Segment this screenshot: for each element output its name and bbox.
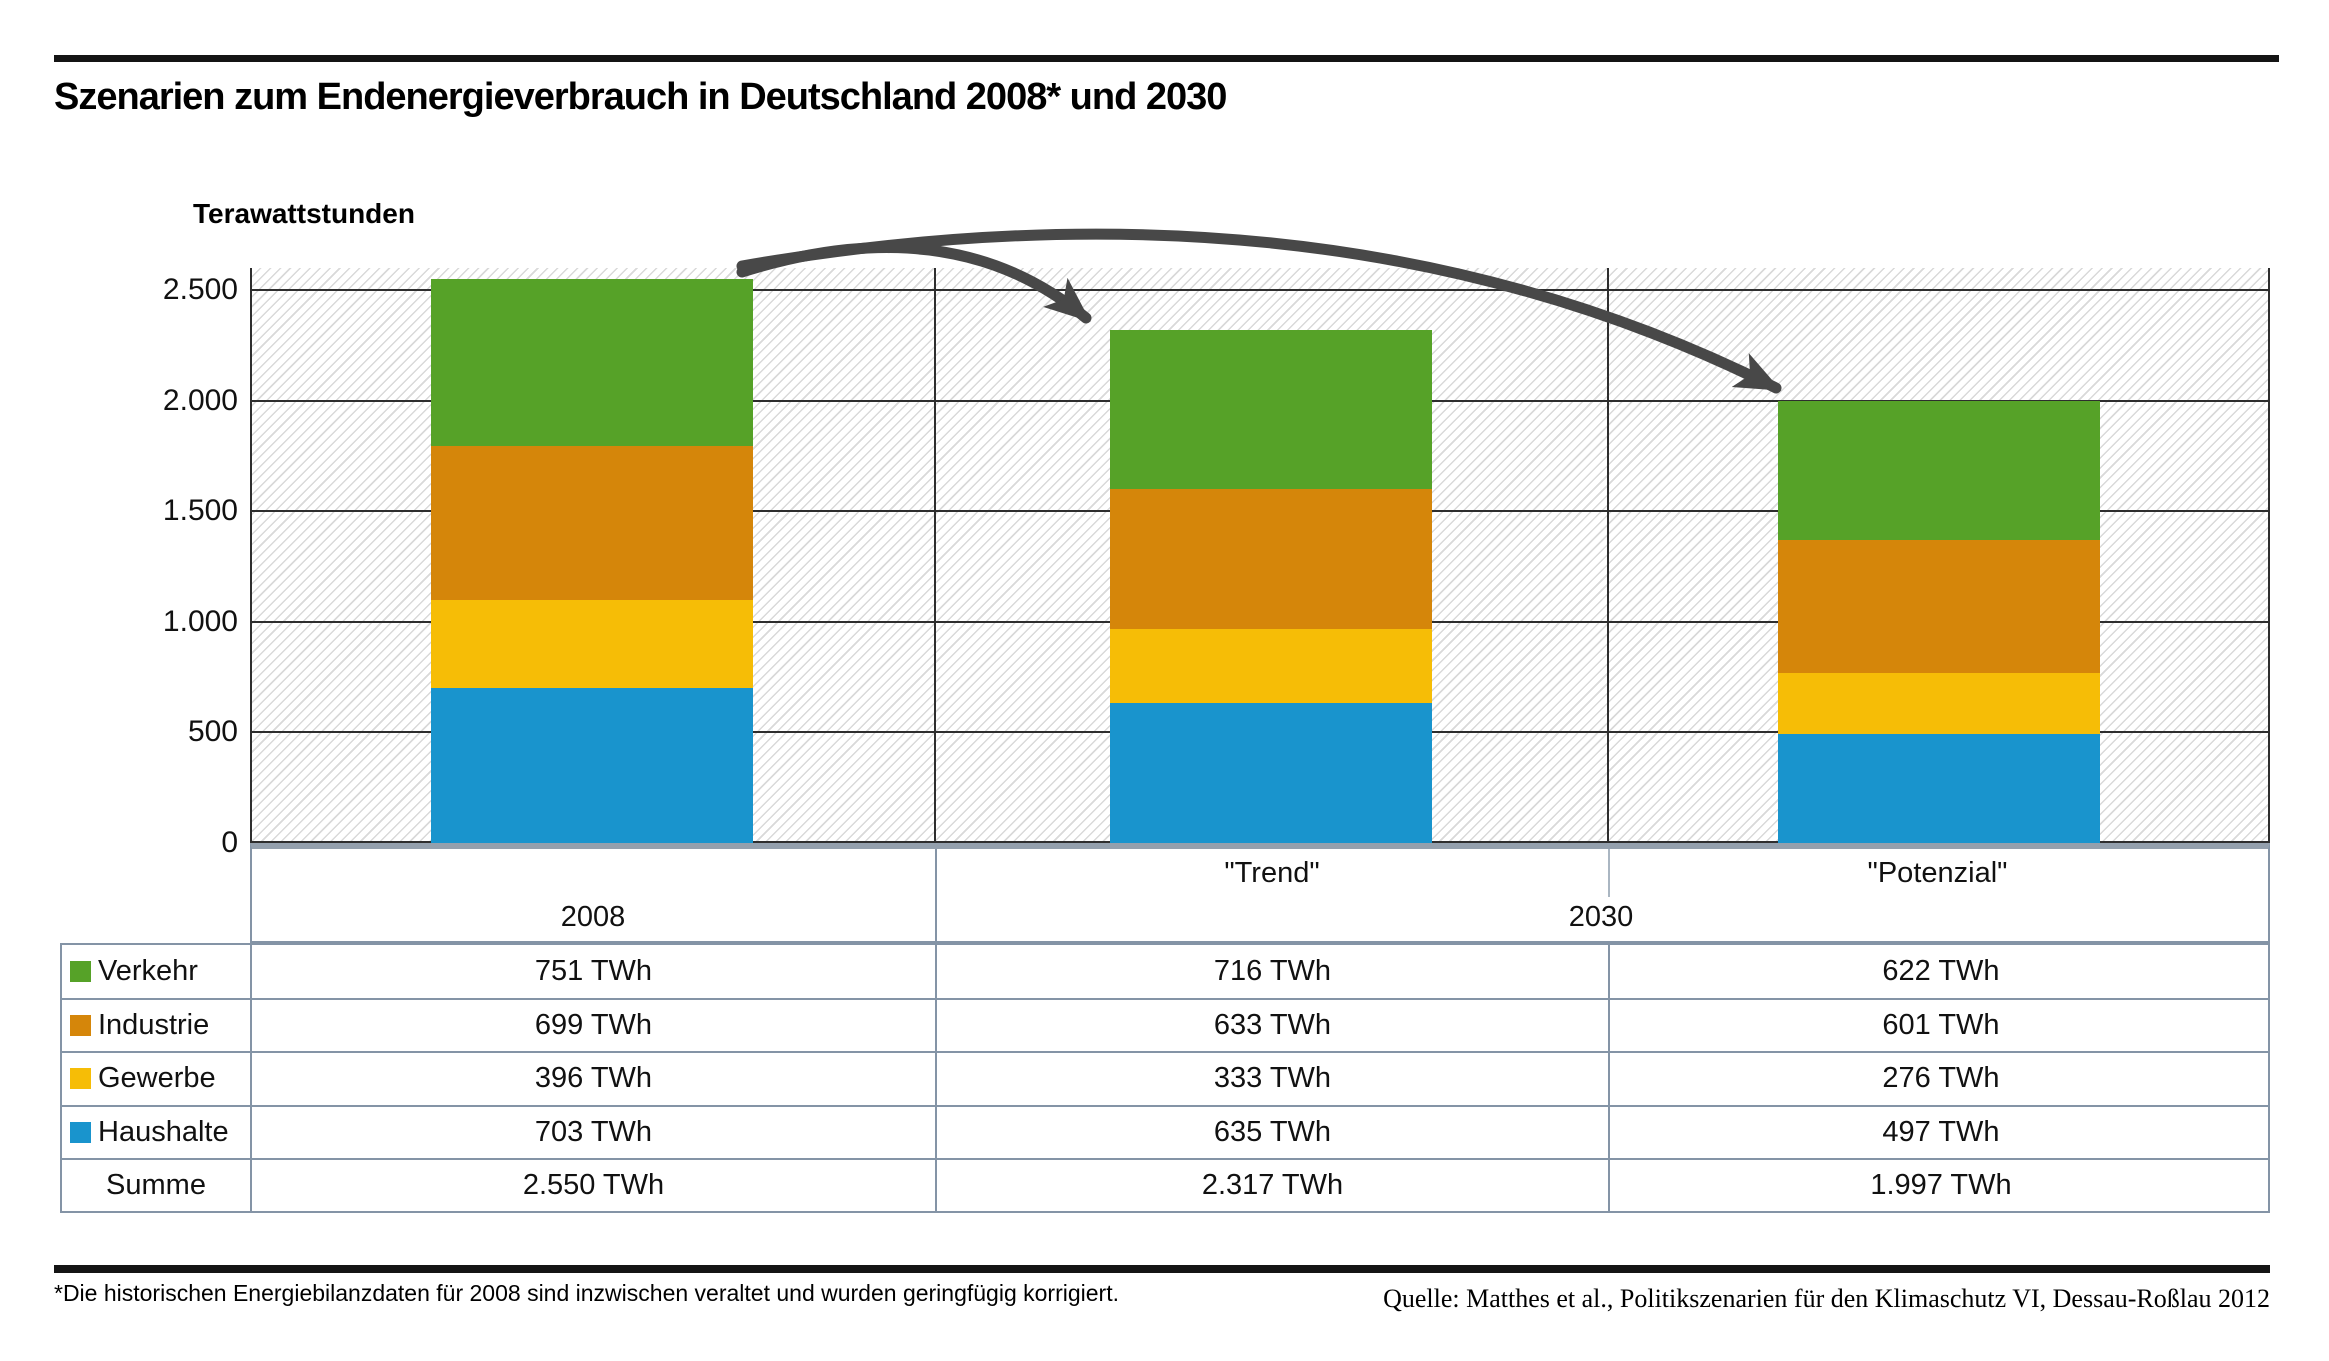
bar-segment-haushalte-2 <box>1778 733 2100 844</box>
bar-segment-verkehr-2 <box>1778 401 2100 540</box>
bar-segment-verkehr-0 <box>431 279 753 446</box>
value-cell: 716 TWh <box>937 945 1610 999</box>
column-divider <box>934 849 937 941</box>
bar-segment-industrie-1 <box>1110 488 1432 630</box>
y-tick-label: 2.000 <box>162 383 238 417</box>
table-row-haushalte: Haushalte 703 TWh 635 TWh 497 TWh <box>62 1104 2268 1158</box>
column-separator <box>934 268 936 843</box>
value-cell: 751 TWh <box>252 945 937 999</box>
y-tick-label: 2.500 <box>162 273 238 306</box>
value-cell: 396 TWh <box>252 1053 937 1105</box>
top-divider-rule <box>54 55 2279 62</box>
table-row-verkehr: Verkehr 751 TWh 716 TWh 622 TWh <box>62 945 2268 999</box>
table-row-summe: Summe 2.550 TWh 2.317 TWh 1.997 TWh <box>62 1157 2268 1211</box>
row-label: Verkehr <box>98 955 198 988</box>
legend-swatch-gewerbe <box>70 1068 91 1090</box>
row-label-cell: Gewerbe <box>62 1053 252 1105</box>
y-axis-title: Terawattstunden <box>193 198 415 229</box>
value-cell: 2.550 TWh <box>252 1159 937 1211</box>
column-header-trend: "Trend" <box>1224 857 1320 889</box>
bar-segment-verkehr-1 <box>1110 330 1432 490</box>
bar-segment-gewerbe-1 <box>1110 628 1432 704</box>
bar-segment-industrie-2 <box>1778 539 2100 673</box>
row-label-cell: Verkehr <box>62 945 252 999</box>
scenario-divider <box>1607 849 1610 897</box>
table-header-band: 2008 "Trend" "Potenzial" 2030 <box>250 843 2270 943</box>
row-label-cell: Industrie <box>62 1000 252 1052</box>
bar-segment-gewerbe-0 <box>431 599 753 688</box>
value-cell: 497 TWh <box>1882 1115 2000 1148</box>
bottom-divider-rule <box>54 1265 2270 1273</box>
table-row-gewerbe: Gewerbe 396 TWh 333 TWh 276 TWh <box>62 1051 2268 1105</box>
value-cell: 703 TWh <box>252 1106 937 1158</box>
value-cell: 333 TWh <box>937 1053 1610 1105</box>
y-tick-label: 1.000 <box>162 604 238 638</box>
y-tick-label: 0 <box>221 826 238 859</box>
y-tick-label: 500 <box>187 715 238 749</box>
column-header-2008: 2008 <box>560 901 626 933</box>
page-title: Szenarien zum Endenergieverbrauch in Deu… <box>54 76 1227 118</box>
value-cell: 601 TWh <box>1882 1009 2000 1042</box>
value-cell: 276 TWh <box>1882 1062 2000 1095</box>
footnote: *Die historischen Energiebilanzdaten für… <box>54 1280 1119 1306</box>
row-label: Haushalte <box>98 1115 229 1148</box>
bar-segment-haushalte-1 <box>1110 702 1432 844</box>
row-label-cell: Haushalte <box>62 1106 252 1158</box>
row-label: Industrie <box>98 1009 210 1042</box>
bar-segment-industrie-0 <box>431 445 753 601</box>
column-header-2030: 2030 <box>1568 901 1634 933</box>
value-cell: 622 TWh <box>1882 955 2000 988</box>
bar-segment-haushalte-0 <box>431 687 753 844</box>
legend-swatch-verkehr <box>70 961 91 983</box>
value-cell: 633 TWh <box>937 1000 1610 1052</box>
row-label-cell: Summe <box>62 1159 252 1211</box>
bar-segment-gewerbe-2 <box>1778 672 2100 734</box>
column-separator <box>1607 268 1609 843</box>
legend-swatch-haushalte <box>70 1121 91 1143</box>
data-table: Verkehr 751 TWh 716 TWh 622 TWh Industrie 699… <box>60 943 2270 1213</box>
value-cell: 1.997 TWh <box>1870 1168 2012 1201</box>
row-label: Summe <box>106 1168 206 1201</box>
legend-swatch-industrie <box>70 1015 91 1037</box>
column-header-potenzial: "Potenzial" <box>1867 857 2008 889</box>
value-cell: 2.317 TWh <box>937 1159 1610 1211</box>
row-label: Gewerbe <box>98 1062 216 1095</box>
table-row-industrie: Industrie 699 TWh 633 TWh 601 TWh <box>62 998 2268 1052</box>
y-tick-label: 1.500 <box>162 494 238 528</box>
source-credit: Quelle: Matthes et al., Politikszenarien… <box>1383 1284 2270 1313</box>
value-cell: 635 TWh <box>937 1106 1610 1158</box>
value-cell: 699 TWh <box>252 1000 937 1052</box>
